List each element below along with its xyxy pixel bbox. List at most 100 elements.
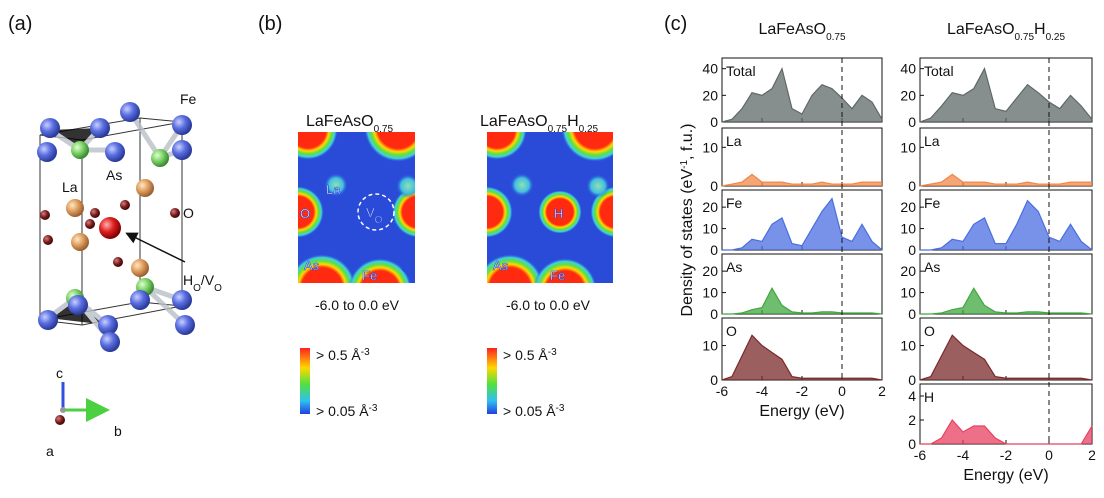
y-tick-label: 0 <box>908 114 916 130</box>
text: H <box>183 272 193 288</box>
panel-label: (b) <box>258 13 282 35</box>
x-tick-label: 0 <box>1045 447 1053 463</box>
series-label: As <box>726 259 742 275</box>
text: Density of states (eV <box>679 169 696 317</box>
map-label: La <box>326 182 341 197</box>
y-tick-label: 0 <box>908 372 916 388</box>
x-tick-label: -2 <box>796 383 809 399</box>
dos-curve <box>920 199 1093 251</box>
y-tick-label: 10 <box>702 338 718 354</box>
series-label: O <box>726 323 737 339</box>
dos-curve <box>722 287 883 315</box>
scale-label: > 0.5 Å-3 <box>316 347 370 364</box>
y-tick-label: 0 <box>710 242 718 258</box>
text: /V <box>201 272 215 288</box>
text: O <box>193 283 201 294</box>
scale-label: > 0.05 Å-3 <box>316 403 378 420</box>
y-tick-label: 40 <box>900 61 916 77</box>
x-tick-label: -4 <box>756 383 769 399</box>
x-axis-label: Energy (eV) <box>963 467 1048 484</box>
series-label: La <box>924 133 940 149</box>
y-tick-label: 10 <box>900 139 916 155</box>
y-tick-label: 0 <box>908 306 916 322</box>
map-label: As <box>493 258 509 273</box>
text: , f.u.) <box>679 124 696 160</box>
y-tick-label: 20 <box>900 263 916 279</box>
y-tick-label: 4 <box>908 388 916 404</box>
map-title: LaFeAsO0.75H0.25 <box>480 113 599 135</box>
y-tick-label: 0 <box>710 114 718 130</box>
y-tick-label: 40 <box>702 61 718 77</box>
series-label: As <box>924 259 940 275</box>
text: 0.75 <box>374 124 394 135</box>
map-label: O <box>300 206 310 221</box>
axis-label: a <box>46 443 54 459</box>
text: LaFeAsO <box>758 21 826 38</box>
y-tick-label: 0 <box>710 372 718 388</box>
density-map <box>298 132 415 283</box>
map-label: Fe <box>362 268 377 283</box>
scale-label: > 0.5 Å-3 <box>503 347 557 364</box>
map-label: H <box>554 206 563 221</box>
y-tick-label: 10 <box>900 338 916 354</box>
series-label: Fe <box>924 195 941 211</box>
panel-frame <box>919 127 1093 187</box>
area-fill <box>920 174 1092 186</box>
density-map <box>487 132 613 283</box>
y-tick-label: 20 <box>702 199 718 215</box>
y-axis-label: Density of states (eV-1, f.u.) <box>679 124 697 317</box>
atom-label: O <box>183 205 194 221</box>
text: -3 <box>548 347 557 358</box>
area-fill <box>920 335 1092 380</box>
series-label: O <box>924 323 935 339</box>
text: > 0.5 Å <box>503 347 548 363</box>
text: > 0.5 Å <box>316 347 361 363</box>
text: -3 <box>556 403 565 414</box>
text: LaFeAsO <box>947 21 1015 38</box>
area-fill <box>722 174 882 186</box>
map-label: VO <box>366 205 383 226</box>
map-label: As <box>304 258 320 273</box>
map-title: LaFeAsO0.75 <box>306 113 393 135</box>
y-tick-label: 20 <box>900 199 916 215</box>
series-label: Fe <box>726 195 743 211</box>
defect-label: HO/VO <box>183 272 222 294</box>
text: -3 <box>361 347 370 358</box>
x-tick-label: -4 <box>957 447 970 463</box>
y-tick-label: 0 <box>710 178 718 194</box>
series-label: H <box>924 389 934 405</box>
y-tick-label: 10 <box>702 285 718 301</box>
area-fill <box>722 335 882 380</box>
text: > 0.05 Å <box>503 403 556 419</box>
x-tick-label: -6 <box>716 383 729 399</box>
area-fill <box>920 420 1092 444</box>
panel-frame <box>721 253 883 315</box>
y-tick-label: 20 <box>702 263 718 279</box>
series-label: Total <box>924 63 954 79</box>
color-bar <box>487 348 497 414</box>
y-tick-label: 10 <box>702 221 718 237</box>
area-fill <box>722 198 882 250</box>
atom-label: Fe <box>180 91 197 107</box>
y-tick-label: 0 <box>908 436 916 452</box>
chart-title: LaFeAsO0.75 <box>758 21 845 43</box>
dos-curve <box>919 334 1093 381</box>
crystal-structure <box>37 102 195 352</box>
atom-label: La <box>62 179 78 195</box>
chart-title: LaFeAsO0.75H0.25 <box>947 21 1066 43</box>
text: 0.25 <box>1046 32 1066 43</box>
panel-label: (a) <box>8 13 32 35</box>
dos-curve <box>722 197 883 251</box>
text: -1 <box>679 160 690 169</box>
color-bar <box>300 348 310 414</box>
dos-curve <box>920 287 1093 315</box>
dos-curve <box>919 173 1092 187</box>
text: 0.75 <box>826 32 846 43</box>
map-label: Fe <box>550 268 565 283</box>
series-label: Total <box>726 63 756 79</box>
axis-label: c <box>56 365 63 381</box>
x-tick-label: 2 <box>1088 447 1096 463</box>
text: H <box>1034 21 1046 38</box>
energy-range: -6.0 to 0.0 eV <box>506 297 591 313</box>
